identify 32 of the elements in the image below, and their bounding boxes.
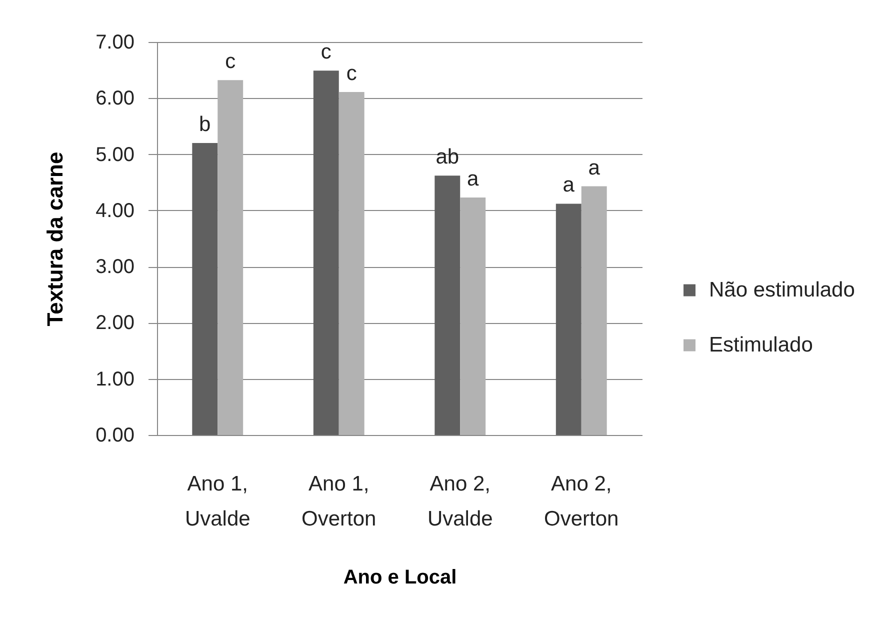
y-tick-label: 4.00 [96,200,134,222]
y-tick-label: 2.00 [96,312,134,334]
y-tick-label: 1.00 [96,368,134,390]
x-tick-label: Ano 2, Uvalde [427,472,493,530]
data-label: ab [436,146,460,169]
y-tick-label: 0.00 [96,424,134,446]
data-label: b [199,113,211,136]
x-tick-label: Ano 1, Overton [302,472,376,530]
y-tick-label: 6.00 [96,88,134,110]
bar [192,143,218,435]
bar [313,70,339,435]
data-label: a [467,168,480,191]
bar [581,186,607,435]
legend-label: Estimulado [709,333,813,356]
x-tick-label: Ano 1, Uvalde [184,472,250,530]
y-tick-label: 7.00 [96,32,134,54]
bar [556,204,582,435]
data-label: c [346,62,357,85]
data-label: c [320,40,332,64]
bar [434,176,460,435]
bar [218,80,244,435]
data-label: a [562,174,575,197]
x-axis-title: Ano e Local [343,566,457,588]
y-tick-label: 5.00 [96,144,134,166]
bar [460,198,486,435]
x-tick-label: Ano 2, Overton [544,472,619,530]
legend-label: Não estimulado [709,278,855,302]
bar [338,92,364,435]
data-label: c [225,50,236,74]
y-tick-label: 3.00 [96,256,134,278]
data-label: a [588,156,600,180]
y-axis-title: Textura da carne [42,152,68,326]
